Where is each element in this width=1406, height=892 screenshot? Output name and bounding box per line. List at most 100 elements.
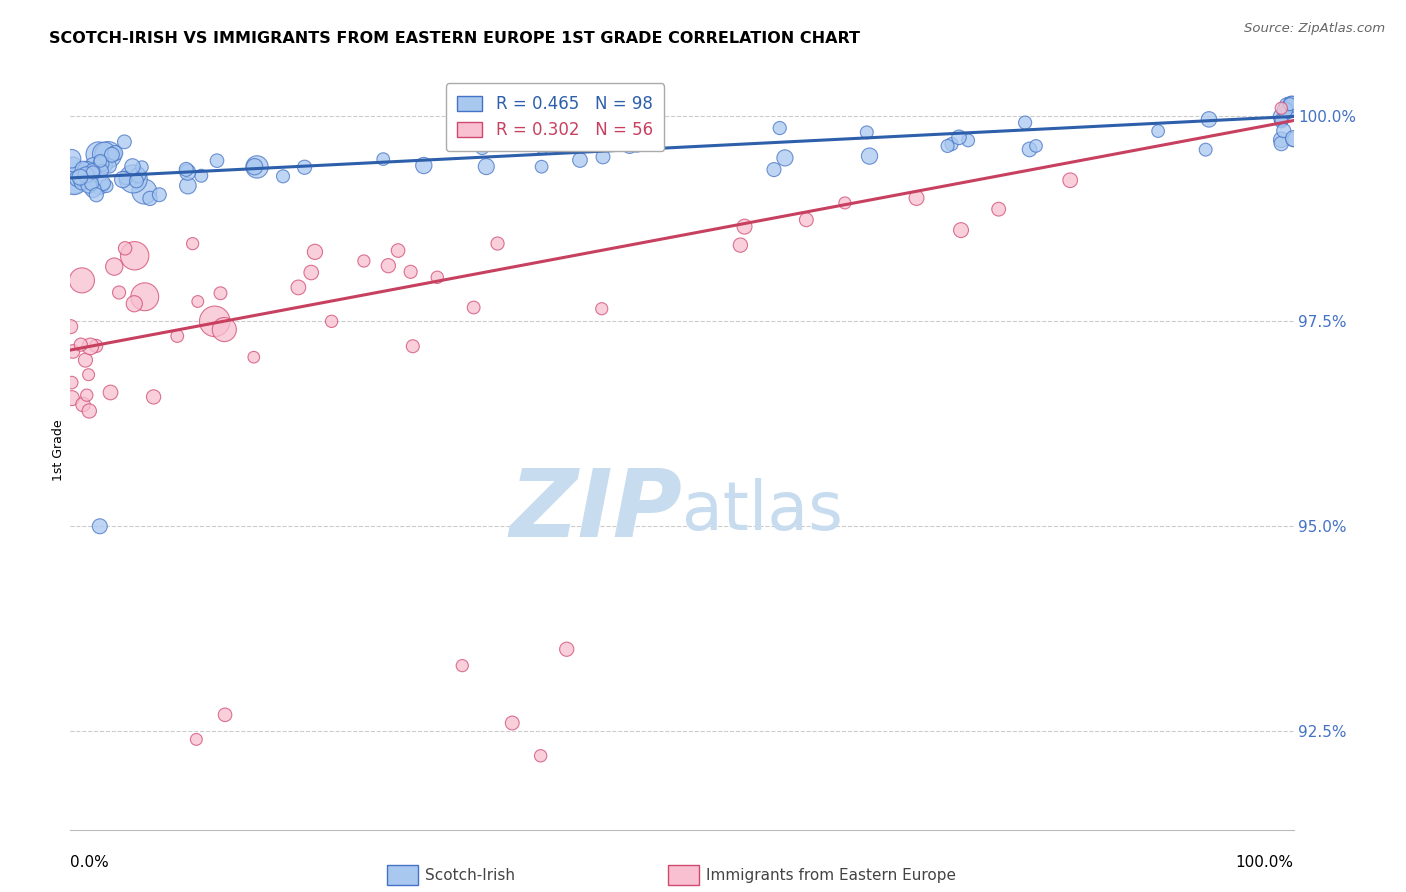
Point	[97, 148, 120, 162]
Point	[76, 388, 98, 402]
Point	[125, 174, 148, 188]
Point	[70, 175, 93, 189]
Point	[530, 748, 553, 763]
Point	[79, 339, 101, 353]
Point	[957, 133, 980, 147]
Point	[1282, 131, 1305, 145]
Point	[174, 162, 197, 177]
Point	[111, 172, 134, 186]
Point	[569, 153, 592, 167]
Point	[1025, 139, 1047, 153]
Point	[948, 130, 970, 145]
Point	[1198, 112, 1220, 127]
Point	[69, 337, 91, 351]
Point	[1270, 112, 1292, 127]
Text: 0.0%: 0.0%	[70, 855, 110, 870]
Point	[176, 165, 198, 179]
Y-axis label: 1st Grade: 1st Grade	[52, 419, 65, 482]
Point	[463, 301, 485, 315]
Point	[131, 160, 153, 174]
Point	[412, 159, 434, 173]
Point	[626, 137, 648, 152]
Point	[87, 147, 110, 161]
Point	[214, 322, 236, 336]
Point	[555, 642, 578, 657]
Point	[63, 174, 86, 188]
Point	[76, 164, 98, 178]
Point	[592, 150, 614, 164]
Point	[1281, 97, 1303, 112]
Point	[60, 391, 83, 405]
Text: Immigrants from Eastern Europe: Immigrants from Eastern Europe	[706, 868, 956, 882]
Point	[1282, 132, 1305, 146]
Point	[530, 160, 553, 174]
Text: 100.0%: 100.0%	[1236, 855, 1294, 870]
Point	[89, 178, 111, 193]
Text: atlas: atlas	[682, 478, 842, 544]
Point	[91, 176, 114, 190]
Point	[142, 390, 165, 404]
Point	[905, 191, 928, 205]
Point	[60, 152, 83, 166]
Point	[205, 153, 228, 168]
Point	[1282, 97, 1305, 112]
Point	[387, 244, 409, 258]
Point	[89, 153, 111, 168]
Point	[1272, 123, 1295, 137]
Point	[834, 195, 856, 210]
Point	[1282, 97, 1305, 112]
Point	[72, 162, 94, 177]
Point	[762, 162, 785, 177]
Text: Source: ZipAtlas.com: Source: ZipAtlas.com	[1244, 22, 1385, 36]
Point	[77, 178, 100, 193]
Point	[108, 285, 131, 300]
Point	[122, 297, 145, 311]
Point	[1014, 115, 1036, 129]
Point	[101, 148, 124, 162]
Point	[86, 187, 108, 202]
Text: Scotch-Irish: Scotch-Irish	[425, 868, 515, 882]
Point	[100, 385, 122, 400]
Point	[75, 165, 97, 179]
Point	[139, 191, 162, 205]
Point	[103, 260, 125, 274]
Point	[501, 716, 523, 731]
Point	[93, 158, 115, 172]
Point	[75, 168, 97, 182]
Point	[77, 368, 100, 382]
Point	[730, 238, 752, 252]
Point	[373, 152, 395, 166]
Point	[1274, 103, 1296, 117]
Legend: R = 0.465   N = 98, R = 0.302   N = 56: R = 0.465 N = 98, R = 0.302 N = 56	[446, 84, 665, 151]
Point	[243, 350, 266, 364]
Point	[166, 329, 188, 343]
Point	[304, 244, 326, 259]
Point	[187, 294, 209, 309]
Point	[75, 353, 97, 368]
Point	[82, 165, 104, 179]
Point	[477, 124, 499, 138]
Point	[98, 159, 121, 173]
Point	[451, 658, 474, 673]
Point	[1270, 110, 1292, 124]
Point	[471, 141, 494, 155]
Point	[121, 160, 143, 174]
Point	[96, 179, 118, 194]
Point	[769, 121, 792, 136]
Text: ZIP: ZIP	[509, 465, 682, 558]
Point	[112, 135, 135, 149]
Point	[1278, 97, 1301, 112]
Point	[204, 314, 226, 328]
Point	[377, 259, 399, 273]
Point	[1270, 136, 1292, 151]
Point	[127, 169, 149, 183]
Point	[115, 171, 138, 186]
Point	[1277, 98, 1299, 112]
Point	[93, 147, 115, 161]
Point	[426, 270, 449, 285]
Point	[1270, 133, 1292, 147]
Point	[177, 178, 200, 193]
Point	[294, 161, 316, 175]
Point	[214, 707, 236, 722]
Point	[734, 219, 756, 234]
